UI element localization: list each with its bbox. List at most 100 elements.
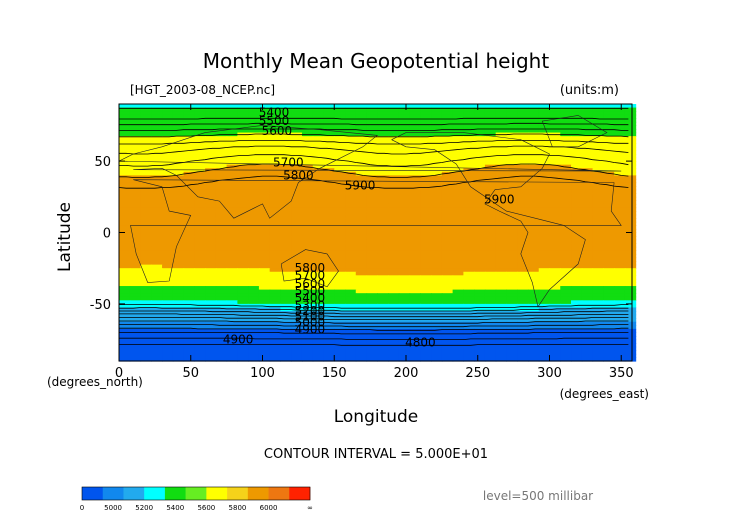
height-cell — [183, 318, 195, 323]
height-cell — [312, 257, 325, 262]
height-cell — [388, 211, 400, 216]
height-cell — [258, 300, 271, 305]
height-cell — [506, 289, 518, 294]
height-cell — [452, 136, 464, 141]
height-cell — [431, 278, 443, 284]
height-cell — [495, 118, 508, 123]
height-cell — [205, 171, 217, 176]
height-cell — [334, 232, 346, 237]
height-cell — [269, 143, 282, 148]
height-cell — [506, 171, 518, 176]
height-cell — [323, 286, 335, 291]
height-cell — [463, 296, 475, 301]
height-cell — [624, 346, 637, 351]
height-cell — [183, 328, 195, 334]
height-cell — [248, 339, 260, 344]
height-cell — [581, 114, 594, 119]
height-cell — [301, 257, 314, 262]
height-cell — [162, 300, 174, 305]
x-tick-label: 0 — [115, 366, 123, 381]
height-cell — [527, 189, 540, 194]
height-cell — [484, 128, 497, 134]
height-cell — [248, 314, 260, 319]
height-cell — [280, 275, 292, 280]
height-cell — [301, 228, 314, 234]
height-cell — [162, 346, 174, 351]
height-cell — [377, 346, 389, 351]
height-cell — [527, 161, 540, 166]
height-cell — [205, 118, 217, 123]
height-cell — [269, 264, 282, 269]
height-cell — [463, 286, 475, 291]
height-cell — [624, 261, 637, 266]
height-cell — [388, 325, 400, 330]
height-cell — [205, 225, 217, 230]
height-cell — [162, 271, 174, 276]
height-cell — [215, 314, 228, 319]
height-cell — [215, 168, 228, 173]
height-cell — [603, 175, 615, 180]
height-cell — [248, 164, 260, 169]
height-cell — [226, 171, 238, 176]
height-cell — [140, 346, 152, 351]
height-cell — [581, 303, 594, 309]
height-cell — [355, 136, 368, 141]
height-cell — [215, 325, 228, 330]
height-cell — [377, 339, 389, 344]
height-cell — [474, 218, 486, 223]
height-cell — [183, 314, 195, 319]
height-cell — [398, 328, 411, 334]
contour-line — [119, 324, 629, 328]
height-cell — [398, 246, 411, 251]
height-cell — [409, 346, 421, 351]
height-cell — [484, 182, 497, 187]
height-cell — [420, 325, 432, 330]
height-cell — [248, 332, 260, 337]
height-cell — [226, 350, 238, 355]
height-cell — [592, 282, 604, 287]
height-cell — [377, 139, 389, 144]
height-cell — [581, 264, 594, 269]
height-cell — [226, 193, 238, 198]
height-cell — [452, 128, 464, 134]
height-cell — [603, 303, 615, 309]
height-cell — [194, 125, 206, 130]
height-cell — [571, 253, 583, 259]
height-cell — [560, 236, 572, 241]
height-cell — [603, 111, 615, 116]
height-cell — [280, 171, 292, 176]
height-cell — [431, 271, 443, 276]
height-cell — [624, 318, 637, 323]
height-cell — [291, 128, 303, 134]
colorbar-swatch — [206, 487, 228, 500]
height-cell — [538, 232, 551, 237]
height-cell — [571, 328, 583, 334]
height-cell — [474, 161, 486, 166]
height-cell — [441, 186, 454, 191]
height-cell — [592, 193, 604, 198]
height-cell — [301, 193, 314, 198]
height-cell — [140, 118, 152, 123]
height-cell — [549, 164, 561, 169]
height-cell — [581, 153, 594, 159]
height-cell — [571, 318, 583, 323]
height-cell — [215, 289, 228, 294]
height-cell — [549, 250, 561, 255]
height-cell — [538, 114, 551, 119]
height-cell — [581, 146, 594, 151]
y-axis-label: Latitude — [55, 202, 75, 272]
height-cell — [603, 318, 615, 323]
height-cell — [474, 325, 486, 330]
height-cell — [484, 104, 497, 109]
height-cell — [560, 343, 572, 348]
height-cell — [506, 125, 518, 130]
height-cell — [624, 296, 637, 301]
height-cell — [194, 107, 206, 112]
height-cell — [162, 296, 174, 301]
height-cell — [258, 314, 271, 319]
height-cell — [420, 196, 432, 201]
height-cell — [560, 321, 572, 326]
height-cell — [549, 332, 561, 337]
height-cell — [345, 182, 357, 187]
height-cell — [614, 232, 626, 237]
